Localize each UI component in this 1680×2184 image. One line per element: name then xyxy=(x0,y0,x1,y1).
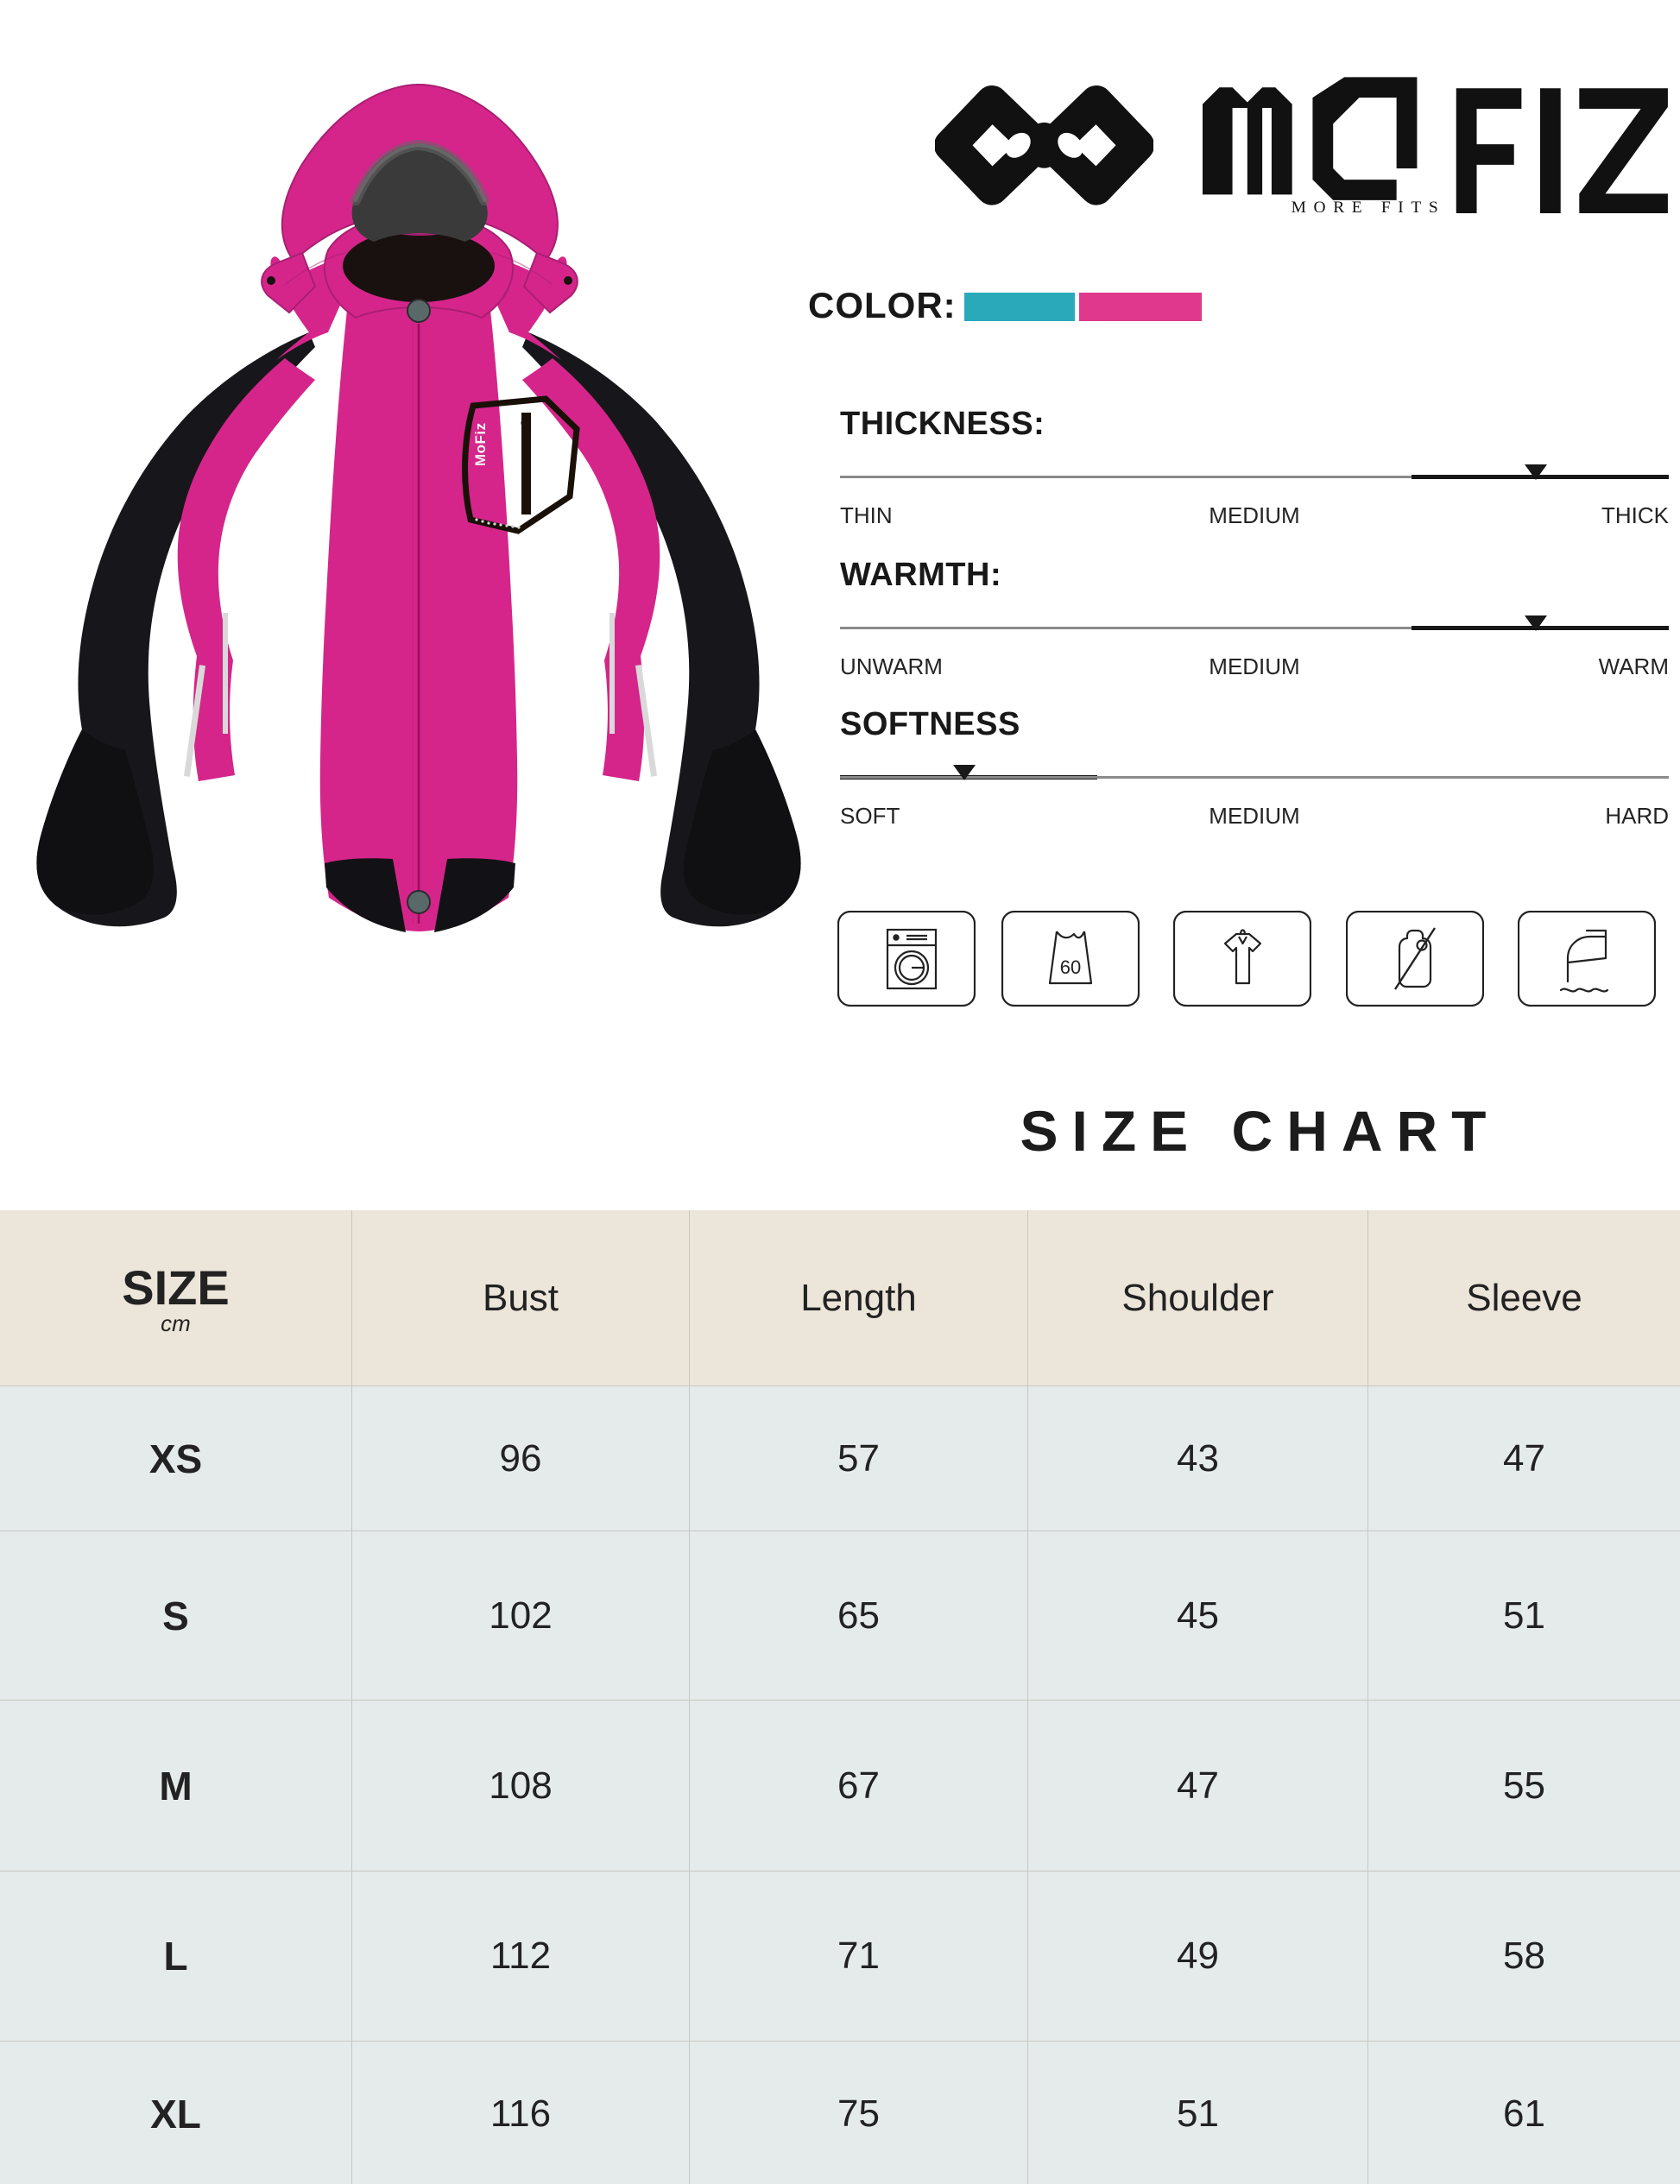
svg-text:60: 60 xyxy=(1060,956,1081,978)
svg-text:MoFiz: MoFiz xyxy=(472,422,489,466)
